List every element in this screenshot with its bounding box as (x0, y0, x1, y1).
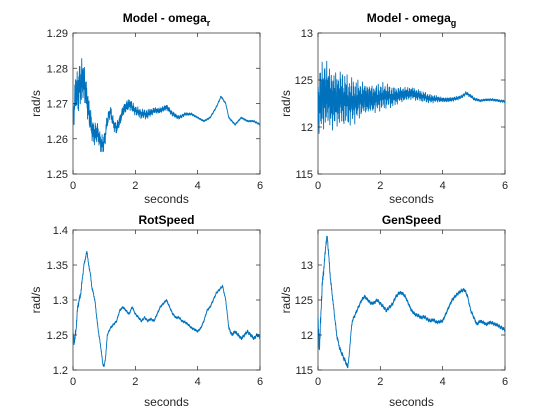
subplot-title: RotSpeed (138, 213, 194, 227)
x-tick-label: 6 (502, 376, 508, 388)
x-tick-label: 2 (377, 180, 383, 192)
y-tick-label: 13 (301, 28, 313, 40)
y-tick-label: 115 (295, 169, 313, 181)
series-line (317, 60, 506, 134)
x-tick-label: 2 (377, 376, 383, 388)
y-tick-label: 125 (295, 75, 313, 87)
title-subscript: g (451, 18, 457, 28)
plot-area (317, 235, 506, 369)
y-tick-label: 12 (301, 330, 313, 342)
title-subscript: r (207, 18, 211, 28)
y-tick-label: 1.35 (47, 260, 68, 272)
y-axis-label: rad/s (279, 287, 293, 314)
subplot-omega-g: Model - omegag 0 2 4 6 115 12 125 13 seconds ra… (279, 11, 508, 206)
y-tick-label: 12 (301, 122, 313, 134)
axes-box (72, 32, 261, 175)
series-line (72, 58, 261, 153)
y-axis-label: rad/s (29, 287, 43, 314)
series-line (317, 235, 506, 369)
y-tick-label: 115 (295, 365, 313, 377)
x-tick-label: 2 (132, 376, 138, 388)
x-tick-label: 4 (440, 376, 446, 388)
ticks: 0 2 4 6 115 12 125 13 (295, 230, 508, 388)
y-tick-label: 1.25 (47, 169, 68, 181)
x-tick-label: 4 (195, 376, 201, 388)
y-tick-label: 1.28 (47, 63, 68, 75)
y-tick-label: 1.27 (47, 99, 68, 111)
subplot-title: Model - omegar (123, 11, 211, 28)
x-tick-label: 0 (315, 180, 321, 192)
y-tick-label: 125 (295, 295, 313, 307)
subplot-genspeed: GenSpeed 0 2 4 6 115 12 125 13 seconds rad/s (279, 213, 508, 409)
subplot-omega-r: Model - omegar 0 2 4 61.251.261.271.281.29 … (29, 11, 263, 206)
title-text: Model - omega (123, 11, 207, 25)
series-line (72, 250, 261, 367)
x-axis-label: seconds (144, 395, 189, 409)
y-axis-label: rad/s (279, 90, 293, 117)
y-tick-label: 1.4 (53, 225, 68, 237)
x-tick-label: 4 (195, 180, 201, 192)
y-tick-label: 1.3 (53, 295, 68, 307)
y-tick-label: 1.2 (53, 365, 68, 377)
subplot-rotspeed: RotSpeed 0 2 4 6 1.2 1.25 1.3 1.35 1.4 seconds r… (29, 213, 263, 409)
y-tick-label: 1.26 (47, 134, 68, 146)
x-tick-label: 0 (70, 376, 76, 388)
ticks: 0 2 4 6 1.25 1.26 1.27 1.28 1.29 (47, 28, 263, 192)
y-tick-label: 1.29 (47, 28, 68, 40)
y-axis-label: rad/s (29, 90, 43, 117)
subplot-title: Model - omegag (367, 11, 457, 28)
plot-area (72, 58, 261, 153)
y-tick-label: 13 (301, 260, 313, 272)
x-axis-label: seconds (389, 192, 434, 206)
x-tick-label: 4 (440, 180, 446, 192)
x-tick-label: 0 (315, 376, 321, 388)
x-tick-label: 6 (257, 180, 263, 192)
y-tick-label: 1.25 (47, 330, 68, 342)
plot-area (317, 60, 506, 134)
ticks: 0 2 4 6 115 12 125 13 (295, 28, 508, 192)
axes-box (317, 229, 506, 371)
x-tick-label: 6 (257, 376, 263, 388)
subplot-title: GenSpeed (382, 213, 441, 227)
x-axis-label: seconds (144, 192, 189, 206)
x-tick-label: 2 (132, 180, 138, 192)
ticks: 0 2 4 6 1.2 1.25 1.3 1.35 1.4 (47, 225, 263, 388)
plot-area (72, 250, 261, 367)
x-tick-label: 6 (502, 180, 508, 192)
x-axis-label: seconds (389, 395, 434, 409)
title-text: Model - omega (367, 11, 451, 25)
x-tick-label: 0 (70, 180, 76, 192)
